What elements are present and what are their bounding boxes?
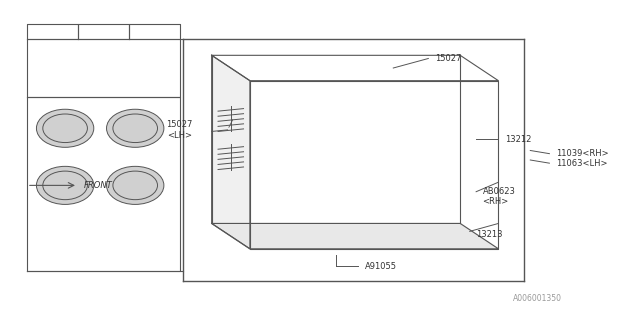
Ellipse shape: [369, 135, 424, 153]
Text: 13212: 13212: [505, 135, 531, 144]
Text: FRONT: FRONT: [84, 181, 113, 190]
Text: A006001350: A006001350: [513, 294, 562, 303]
Text: 11039<RH>
11063<LH>: 11039<RH> 11063<LH>: [556, 149, 609, 168]
Text: A91055: A91055: [365, 262, 397, 271]
Ellipse shape: [106, 109, 164, 147]
Ellipse shape: [306, 135, 360, 153]
Text: AB0623
<RH>: AB0623 <RH>: [483, 187, 515, 206]
Ellipse shape: [348, 69, 362, 74]
Ellipse shape: [369, 173, 424, 191]
Ellipse shape: [306, 97, 360, 115]
Ellipse shape: [224, 189, 238, 194]
Ellipse shape: [319, 70, 347, 78]
Ellipse shape: [36, 166, 94, 204]
Ellipse shape: [106, 166, 164, 204]
Polygon shape: [212, 223, 499, 249]
Polygon shape: [250, 81, 499, 249]
Ellipse shape: [472, 85, 486, 89]
Ellipse shape: [36, 109, 94, 147]
Ellipse shape: [261, 70, 290, 78]
Text: 13213: 13213: [476, 230, 502, 239]
Text: 15027: 15027: [435, 54, 461, 63]
Ellipse shape: [369, 97, 424, 115]
Polygon shape: [212, 55, 499, 81]
Ellipse shape: [234, 209, 272, 225]
Polygon shape: [129, 24, 180, 39]
Ellipse shape: [306, 173, 360, 191]
Ellipse shape: [441, 209, 479, 225]
Ellipse shape: [472, 189, 486, 194]
Polygon shape: [212, 55, 250, 249]
Polygon shape: [27, 39, 180, 97]
Ellipse shape: [433, 70, 462, 78]
Ellipse shape: [224, 85, 238, 89]
Polygon shape: [27, 24, 78, 39]
Polygon shape: [27, 97, 180, 271]
Polygon shape: [78, 24, 129, 39]
Text: 15027
<LH>: 15027 <LH>: [166, 120, 193, 140]
Ellipse shape: [348, 240, 362, 245]
Ellipse shape: [376, 70, 404, 78]
